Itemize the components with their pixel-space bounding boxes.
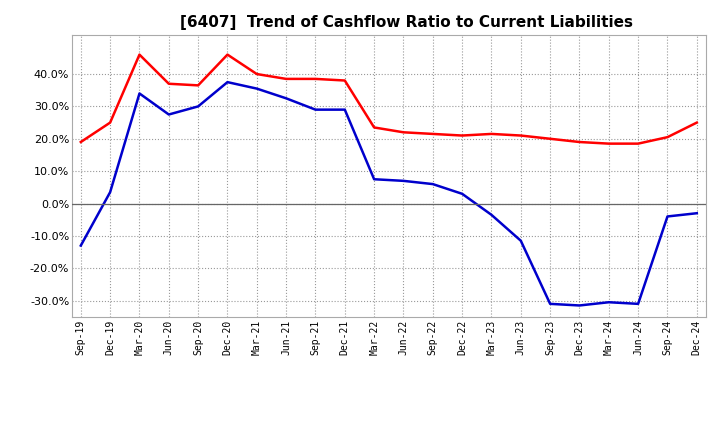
Free CF to Current Liabilities: [370, 176, 379, 182]
Operating CF to Current Liabilities: [575, 139, 584, 145]
Operating CF to Current Liabilities: [311, 76, 320, 81]
Free CF to Current Liabilities: [399, 178, 408, 183]
Operating CF to Current Liabilities: [282, 76, 290, 81]
Free CF to Current Liabilities: [194, 104, 202, 109]
Operating CF to Current Liabilities: [370, 125, 379, 130]
Free CF to Current Liabilities: [223, 80, 232, 85]
Free CF to Current Liabilities: [663, 214, 672, 219]
Operating CF to Current Liabilities: [428, 131, 437, 136]
Text: [6407]  Trend of Cashflow Ratio to Current Liabilities: [6407] Trend of Cashflow Ratio to Curren…: [180, 15, 633, 30]
Free CF to Current Liabilities: [76, 243, 85, 248]
Free CF to Current Liabilities: [575, 303, 584, 308]
Operating CF to Current Liabilities: [546, 136, 554, 141]
Legend: Operating CF to Current Liabilities, Free CF to Current Liabilities: Operating CF to Current Liabilities, Fre…: [151, 435, 626, 440]
Free CF to Current Liabilities: [311, 107, 320, 112]
Free CF to Current Liabilities: [487, 212, 496, 217]
Operating CF to Current Liabilities: [76, 139, 85, 145]
Free CF to Current Liabilities: [516, 238, 525, 243]
Operating CF to Current Liabilities: [164, 81, 173, 86]
Line: Free CF to Current Liabilities: Free CF to Current Liabilities: [81, 82, 697, 305]
Operating CF to Current Liabilities: [605, 141, 613, 146]
Free CF to Current Liabilities: [693, 211, 701, 216]
Free CF to Current Liabilities: [341, 107, 349, 112]
Operating CF to Current Liabilities: [399, 130, 408, 135]
Operating CF to Current Liabilities: [135, 52, 144, 57]
Free CF to Current Liabilities: [546, 301, 554, 307]
Operating CF to Current Liabilities: [106, 120, 114, 125]
Operating CF to Current Liabilities: [458, 133, 467, 138]
Free CF to Current Liabilities: [164, 112, 173, 117]
Operating CF to Current Liabilities: [223, 52, 232, 57]
Operating CF to Current Liabilities: [253, 71, 261, 77]
Free CF to Current Liabilities: [106, 190, 114, 195]
Operating CF to Current Liabilities: [693, 120, 701, 125]
Operating CF to Current Liabilities: [194, 83, 202, 88]
Operating CF to Current Liabilities: [634, 141, 642, 146]
Free CF to Current Liabilities: [634, 301, 642, 307]
Free CF to Current Liabilities: [135, 91, 144, 96]
Operating CF to Current Liabilities: [663, 135, 672, 140]
Line: Operating CF to Current Liabilities: Operating CF to Current Liabilities: [81, 55, 697, 143]
Free CF to Current Liabilities: [458, 191, 467, 196]
Operating CF to Current Liabilities: [341, 78, 349, 83]
Free CF to Current Liabilities: [253, 86, 261, 91]
Operating CF to Current Liabilities: [516, 133, 525, 138]
Free CF to Current Liabilities: [282, 95, 290, 101]
Free CF to Current Liabilities: [428, 181, 437, 187]
Free CF to Current Liabilities: [605, 300, 613, 305]
Operating CF to Current Liabilities: [487, 131, 496, 136]
